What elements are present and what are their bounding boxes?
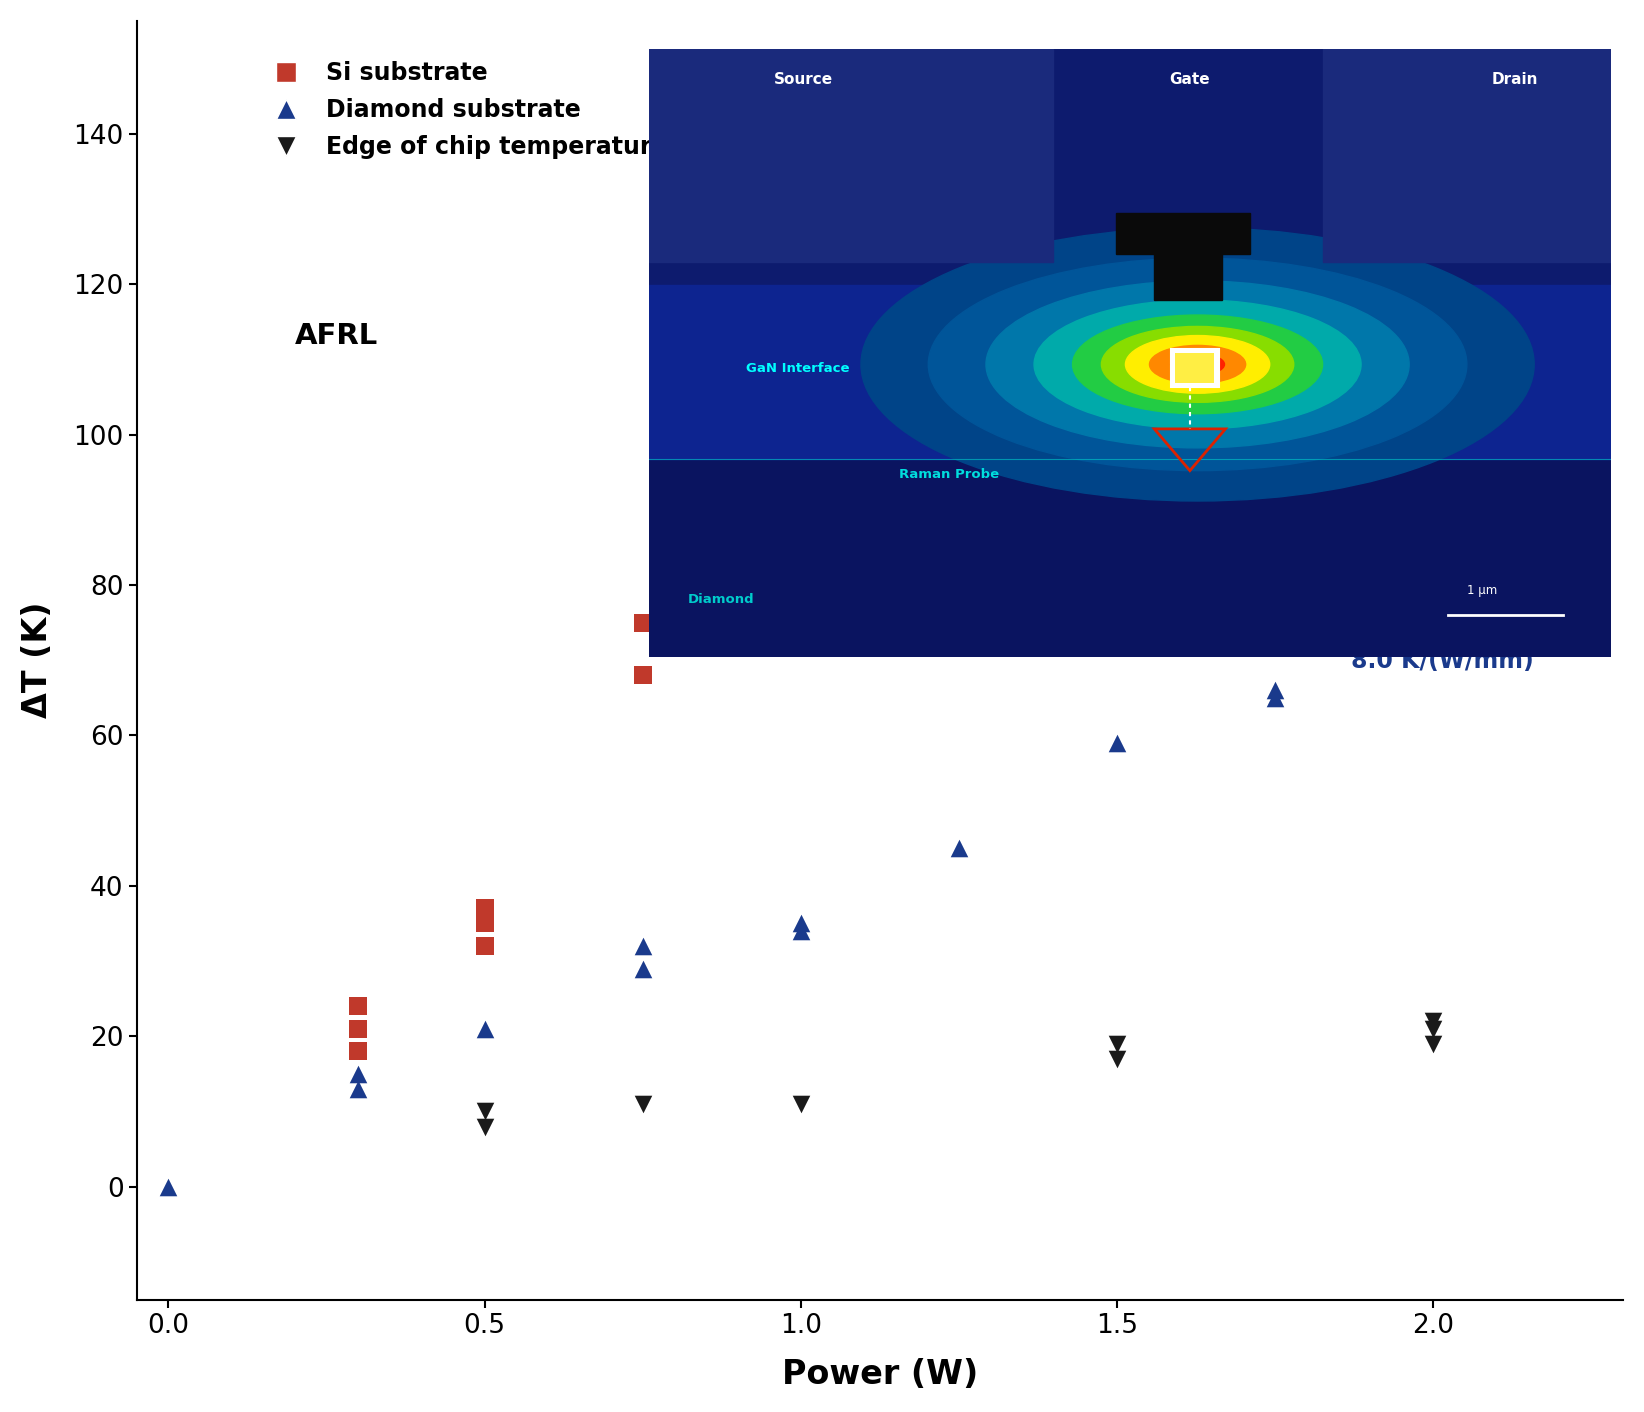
Bar [1154,232,1221,299]
Point [1263,686,1289,709]
Point [345,1041,372,1063]
Text: 8.0 K/(W/mm): 8.0 K/(W/mm) [1351,648,1534,672]
Point [1105,1032,1131,1055]
Point [945,837,972,860]
Ellipse shape [929,258,1466,470]
Y-axis label: ΔT (K): ΔT (K) [21,602,54,719]
Point [472,912,498,935]
Point [630,611,656,634]
Bar [649,285,1611,459]
Bar [1116,213,1251,254]
X-axis label: Power (W): Power (W) [783,1358,978,1391]
Point [472,935,498,957]
Point [787,424,814,446]
Text: GaN Interface: GaN Interface [745,361,848,376]
Ellipse shape [1072,315,1322,414]
Point [787,912,814,935]
Point [472,1115,498,1138]
Ellipse shape [861,227,1534,501]
Point [787,446,814,469]
Ellipse shape [1101,326,1294,402]
Point [630,1093,656,1115]
Ellipse shape [1149,346,1246,384]
Point [472,1018,498,1041]
Point [345,995,372,1018]
Bar [1322,49,1611,261]
Text: 1 μm: 1 μm [1466,585,1498,597]
Point [472,1100,498,1123]
Text: Source: Source [774,72,834,86]
Point [787,1093,814,1115]
Point [345,1063,372,1086]
Point [345,1018,372,1041]
Point [630,935,656,957]
Ellipse shape [1126,336,1269,393]
Point [630,664,656,686]
Text: AFRL: AFRL [294,322,378,350]
Text: Diamond: Diamond [687,593,755,606]
Ellipse shape [986,281,1409,448]
Bar [1175,353,1213,383]
Point [472,897,498,919]
Point [1420,1010,1447,1032]
Bar [1171,349,1218,387]
Ellipse shape [1171,354,1225,376]
Point [1420,596,1447,618]
Point [1420,1018,1447,1041]
Bar [649,459,1611,657]
Point [945,243,972,265]
Point [1105,731,1131,754]
Point [345,1077,372,1100]
Point [155,1175,181,1197]
Point [1263,679,1289,702]
Text: Gate: Gate [1169,72,1210,86]
Ellipse shape [1034,299,1361,429]
Text: Raman Probe: Raman Probe [899,469,1000,481]
Text: Drain: Drain [1491,72,1539,86]
Point [945,258,972,281]
Point [1105,1048,1131,1070]
Point [1420,1032,1447,1055]
Legend: Si substrate, Diamond substrate, Edge of chip temperature on diamond: Si substrate, Diamond substrate, Edge of… [253,52,842,168]
Bar [649,49,1054,261]
Point [787,919,814,942]
Point [630,957,656,980]
